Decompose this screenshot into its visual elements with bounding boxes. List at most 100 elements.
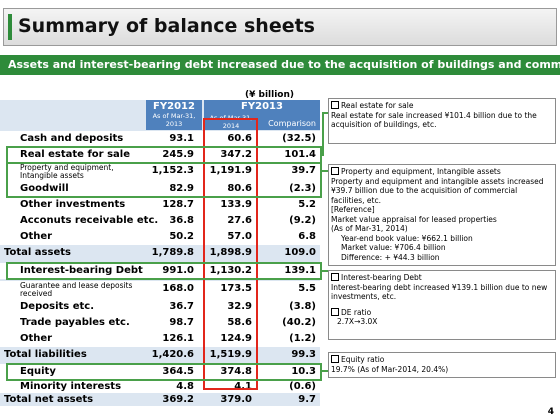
value-comparison: 99.3 — [291, 349, 316, 360]
value-comparison: 39.7 — [291, 165, 316, 176]
value-comparison: (3.8) — [289, 301, 316, 312]
page-number: 4 — [547, 407, 554, 417]
connector-line — [322, 270, 328, 272]
checkbox-icon — [331, 307, 339, 316]
value-fy2013: 32.9 — [227, 301, 252, 312]
value-fy2013: 80.6 — [227, 183, 252, 194]
value-fy2013: 57.0 — [227, 231, 252, 242]
table-row: Minority interests 4.8 4.1 (0.6) — [0, 380, 320, 393]
row-label: Other — [20, 333, 53, 344]
value-comparison: 109.0 — [284, 247, 316, 258]
checkbox-icon — [331, 101, 339, 109]
connector-line — [322, 112, 324, 156]
value-comparison: (40.2) — [282, 317, 316, 328]
table-row: Interest-bearing Debt 991.0 1,130.2 139.… — [0, 263, 320, 279]
row-label: Property and equipment, Intangible asset… — [20, 163, 114, 180]
value-comparison: 101.4 — [284, 149, 316, 160]
value-fy2012: 364.5 — [162, 366, 194, 377]
checkbox-icon — [331, 355, 339, 363]
header-comparison-label: Comparison — [268, 119, 316, 128]
row-label: Other — [20, 231, 53, 242]
table-row: Guarantee and lease deposits received 16… — [0, 281, 320, 299]
unit-label: (¥ billion) — [245, 90, 294, 100]
note-equity-text: Equity ratio 19.7% (As of Mar-2014, 20.4… — [331, 355, 553, 374]
debt-highlight — [6, 262, 322, 280]
value-fy2013: 347.2 — [220, 149, 252, 160]
row-label: Interest-bearing Debt — [20, 265, 143, 276]
value-fy2012: 128.7 — [162, 199, 194, 210]
value-comparison: (9.2) — [289, 215, 316, 226]
row-label: Other investments — [20, 199, 126, 210]
total-row: Total liabilities 1,420.6 1,519.9 99.3 — [0, 347, 320, 363]
note-property-reference: [Reference] — [331, 205, 375, 214]
value-fy2012: 36.8 — [169, 215, 194, 226]
value-fy2013: 58.6 — [227, 317, 252, 328]
row-label: Guarantee and lease deposits received — [20, 281, 133, 298]
row-label: Deposits etc. — [20, 301, 94, 312]
value-fy2012: 168.0 — [162, 283, 194, 294]
value-comparison: (1.2) — [289, 333, 316, 344]
value-comparison: 5.2 — [298, 199, 316, 210]
value-comparison: (0.6) — [289, 381, 316, 392]
note-debt: Interest-bearing Debt Interest-bearing d… — [328, 270, 556, 340]
table-row: Deposits etc. 36.7 32.9 (3.8) — [0, 299, 320, 315]
note-equity: Equity ratio 19.7% (As of Mar-2014, 20.4… — [328, 352, 556, 378]
table-row: Acconuts receivable etc. 36.8 27.6 (9.2) — [0, 213, 320, 229]
value-fy2013: 173.5 — [220, 283, 252, 294]
value-comparison: (32.5) — [282, 133, 316, 144]
note-property-book: Year-end book value: ¥662.1 billion — [341, 233, 473, 243]
row-label: Real estate for sale — [20, 149, 130, 160]
note-real-estate-title: Real estate for sale — [341, 101, 414, 110]
header-fy2012-year: FY2012 — [153, 101, 195, 112]
note-property-market: Market value appraisal for leased proper… — [331, 214, 497, 224]
note-equity-body: 19.7% (As of Mar-2014, 20.4%) — [331, 364, 449, 374]
header-fy2012: FY2012 As of Mar-31, 2013 — [146, 100, 202, 130]
header-comparison: Comparison — [258, 114, 320, 130]
value-fy2012: 991.0 — [162, 265, 194, 276]
row-label: Total net assets — [4, 394, 94, 405]
value-fy2013: 1,519.9 — [209, 349, 252, 360]
total-row: Total assets 1,789.8 1,898.9 109.0 — [0, 245, 320, 261]
checkbox-icon — [331, 167, 339, 175]
value-fy2012: 1,420.6 — [151, 349, 194, 360]
value-fy2013: 374.8 — [220, 366, 252, 377]
note-equity-title: Equity ratio — [341, 355, 385, 364]
connector-line — [322, 370, 328, 372]
value-fy2013: 124.9 — [220, 333, 252, 344]
value-fy2012: 1,789.8 — [151, 247, 194, 258]
note-real-estate: Real estate for sale Real estate for sal… — [328, 98, 556, 144]
value-fy2013: 133.9 — [220, 199, 252, 210]
row-label: Total liabilities — [4, 349, 87, 360]
value-comparison: 10.3 — [291, 366, 316, 377]
value-fy2013: 60.6 — [227, 133, 252, 144]
value-fy2013: 379.0 — [220, 394, 252, 405]
note-property-text: Property and equipment, Intangible asset… — [331, 167, 553, 262]
value-fy2012: 126.1 — [162, 333, 194, 344]
title-accent — [8, 14, 12, 40]
note-property-mv: Market value: ¥706.4 billion — [341, 243, 446, 252]
note-property-body: Property and equipment and intangible as… — [331, 176, 544, 205]
value-comparison: 5.5 — [298, 283, 316, 294]
value-fy2012: 245.9 — [162, 149, 194, 160]
table-row: Other investments 128.7 133.9 5.2 — [0, 197, 320, 213]
value-fy2012: 82.9 — [169, 183, 194, 194]
property-highlight — [6, 162, 322, 198]
value-fy2012: 93.1 — [169, 133, 194, 144]
table-row: Cash and deposits 93.1 60.6 (32.5) — [0, 131, 320, 147]
note-property: Property and equipment, Intangible asset… — [328, 164, 556, 266]
note-property-as-of: (As of Mar-31, 2014) — [331, 224, 408, 233]
header-fy2012-date: As of Mar-31, 2013 — [152, 112, 196, 128]
row-label: Goodwill — [20, 183, 69, 194]
note-de-title: DE ratio — [341, 307, 372, 317]
fy2013-highlight-box — [203, 118, 258, 390]
value-fy2013: 1,130.2 — [209, 265, 252, 276]
row-label: Acconuts receivable etc. — [20, 215, 159, 226]
row-label: Minority interests — [20, 381, 122, 392]
row-label: Equity — [20, 366, 56, 377]
total-row: Total net assets 369.2 379.0 9.7 — [0, 393, 320, 406]
value-fy2012: 4.8 — [176, 381, 194, 392]
note-debt-title: Interest-bearing Debt — [341, 273, 422, 282]
connector-line — [322, 112, 328, 114]
value-comparison: 139.1 — [284, 265, 316, 276]
row-label: Trade payables etc. — [20, 317, 130, 328]
